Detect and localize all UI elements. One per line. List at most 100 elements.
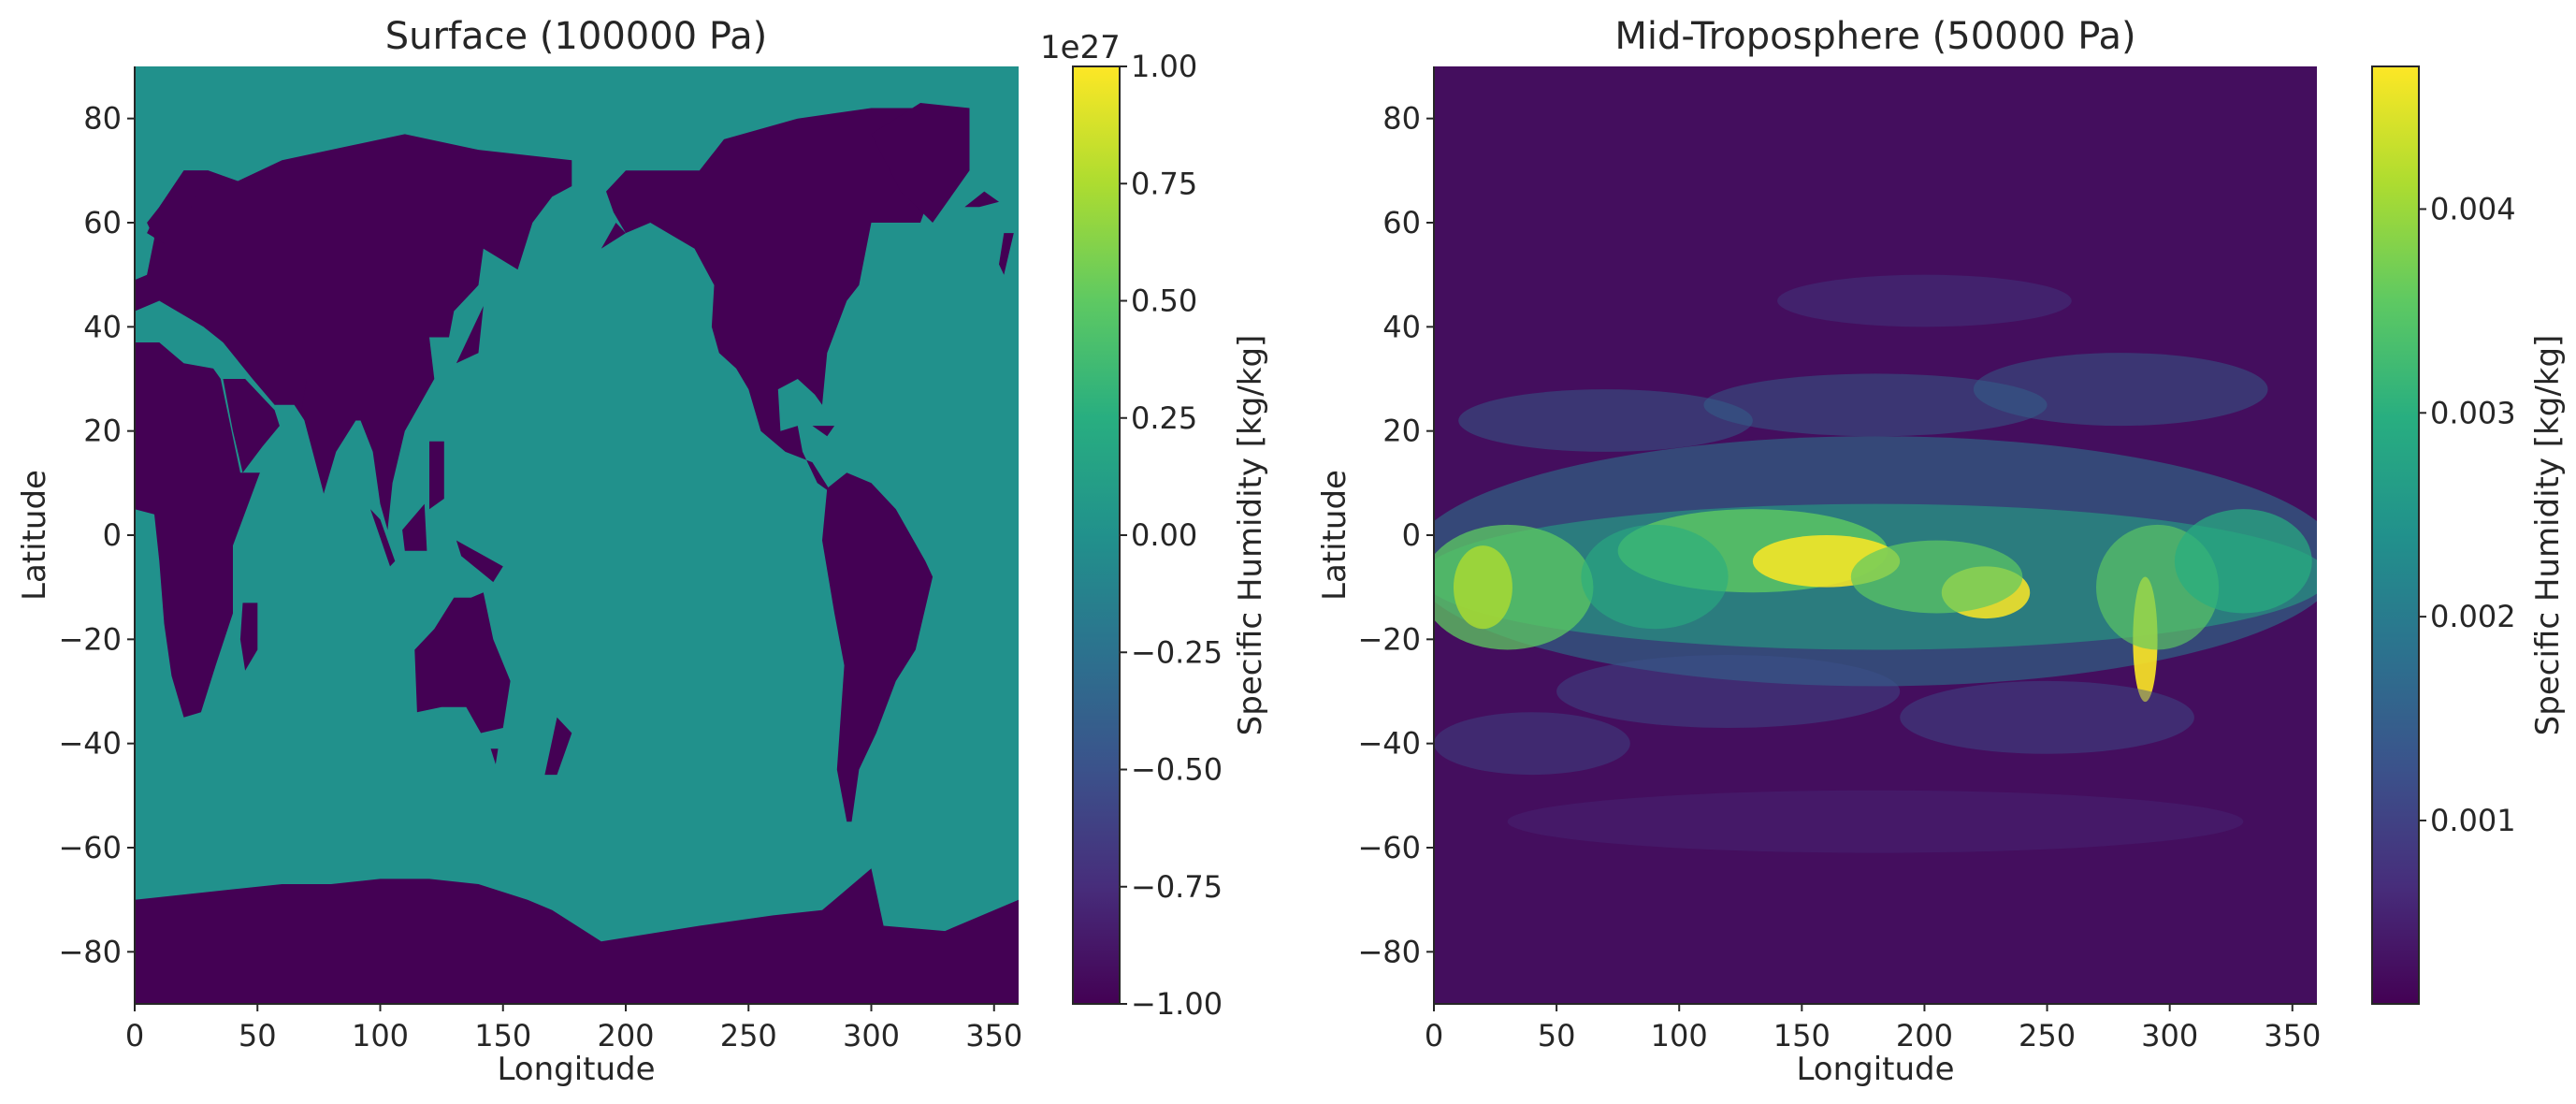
y-tick-label: −80 [58,934,122,969]
x-tick-label: 150 [474,1018,531,1053]
y-tick-label: −40 [58,726,122,762]
midtrop-x-ticks: 0 50 100 150 200 250 300 350 [1425,1004,2321,1053]
land-mass [135,134,572,530]
land-mass [601,223,626,249]
x-tick-label: 300 [2141,1018,2198,1053]
land-mass [370,509,396,567]
colorbar-tick-label: 0.002 [2430,599,2516,634]
land-mass [414,592,511,734]
surface-x-ticks: 0 50 100 150 200 250 300 350 [125,1004,1022,1053]
surface-panel: Surface (100000 Pa) 0 50 100 150 200 250 300 35… [16,15,1269,1088]
land-mass [301,379,356,494]
land-mass [822,472,933,822]
colorbar-tick-label: 0.75 [1131,166,1197,201]
land-mass [812,426,835,437]
land-mass [135,868,1019,1004]
moisture-blob [1850,540,2023,614]
x-tick-label: 200 [597,1018,654,1053]
surface-colorbar-label: Specific Humidity [kg/kg] [1232,335,1269,736]
land-mass [147,170,209,244]
y-tick-label: 60 [83,205,122,240]
moisture-blob [1434,712,1630,776]
x-tick-label: 150 [1773,1018,1831,1053]
surface-land-mask [135,103,1019,1004]
x-tick-label: 350 [965,1018,1022,1053]
y-tick-label: 0 [103,517,122,553]
surface-y-ticks: −80 −60 −40 −20 0 20 40 60 80 [58,101,135,969]
moisture-blob [1900,680,2194,754]
y-tick-label: 0 [1402,517,1421,553]
colorbar-tick-label: 1.00 [1131,49,1197,84]
midtrop-ylabel: Latitude [1316,470,1353,601]
x-tick-label: 0 [125,1018,144,1053]
y-tick-label: −60 [1357,830,1421,865]
surface-colorbar [1072,65,1121,1005]
surface-heatmap [135,66,1019,1004]
land-mass [223,379,280,473]
surface-title: Surface (100000 Pa) [385,15,768,58]
land-mass [456,306,484,364]
colorbar-tick-label: −1.00 [1131,986,1223,1022]
moisture-blob [2174,509,2312,614]
x-tick-label: 250 [720,1018,777,1053]
colorbar-tick-label: 0.25 [1131,400,1197,436]
y-tick-label: −20 [58,621,122,657]
y-tick-label: 40 [83,309,122,344]
y-tick-label: −20 [1357,621,1421,657]
moisture-blob [1556,655,1901,728]
moisture-blob [1703,373,2048,437]
land-mass [429,441,444,510]
y-tick-label: 80 [83,101,122,137]
colorbar-tick-label: −0.75 [1131,869,1223,905]
colorbar-tick-label: 0.003 [2430,395,2516,430]
midtrop-y-ticks: −80 −60 −40 −20 0 20 40 60 80 [1357,101,1434,969]
midtrop-heatmap [1434,66,2317,1004]
moisture-blob [1973,353,2268,427]
x-tick-label: 100 [1651,1018,1708,1053]
moisture-blob [1507,790,2244,853]
colorbar-tick-label: −0.50 [1131,752,1223,788]
y-tick-label: 80 [1382,101,1421,137]
midtrop-colorbar-ticks: 0.001 0.002 0.003 0.004 [2419,191,2516,838]
y-tick-label: 20 [1382,414,1421,449]
surface-ylabel: Latitude [16,470,53,601]
y-tick-label: 40 [1382,309,1421,344]
x-tick-label: 0 [1425,1018,1443,1053]
midtrop-xlabel: Longitude [1796,1051,1954,1088]
land-mass [544,717,572,776]
land-mass [964,191,999,208]
x-tick-label: 50 [239,1018,277,1053]
colorbar-tick-label: 0.001 [2430,803,2516,838]
midtrop-panel: Mid-Troposphere (50000 Pa) 0 50 100 150 200 2… [1316,15,2567,1088]
land-mass [999,233,1014,275]
moisture-blob [1458,389,1753,452]
midtrop-colorbar [2371,65,2420,1005]
land-mass [490,748,499,764]
midtrop-colorbar-label: Specific Humidity [kg/kg] [2529,335,2567,736]
land-mass [871,103,970,223]
surface-colorbar-multiplier: 1e27 [1040,29,1121,66]
land-mass [239,603,258,671]
x-tick-label: 300 [843,1018,900,1053]
y-tick-label: 20 [83,414,122,449]
surface-xlabel: Longitude [497,1051,655,1088]
x-tick-label: 350 [2264,1018,2321,1053]
x-tick-label: 100 [352,1018,409,1053]
land-mass [135,342,260,718]
land-mass [402,503,427,551]
x-tick-label: 200 [1896,1018,1953,1053]
y-tick-label: −40 [1357,726,1421,762]
land-mass [456,540,503,583]
colorbar-tick-label: 0.00 [1131,517,1197,553]
midtrop-moisture-field [1434,274,2317,853]
colorbar-tick-label: 0.004 [2430,191,2516,226]
moisture-blob [1777,274,2072,327]
midtrop-title: Mid-Troposphere (50000 Pa) [1614,15,2135,58]
surface-colorbar-ticks: −1.00 −0.75 −0.50 −0.25 0.00 0.25 0.50 0.75 1.00 [1120,49,1223,1022]
colorbar-tick-label: 0.50 [1131,283,1197,319]
colorbar-tick-label: −0.25 [1131,634,1223,670]
y-tick-label: −80 [1357,934,1421,969]
land-mass [606,108,958,494]
y-tick-label: 60 [1382,205,1421,240]
